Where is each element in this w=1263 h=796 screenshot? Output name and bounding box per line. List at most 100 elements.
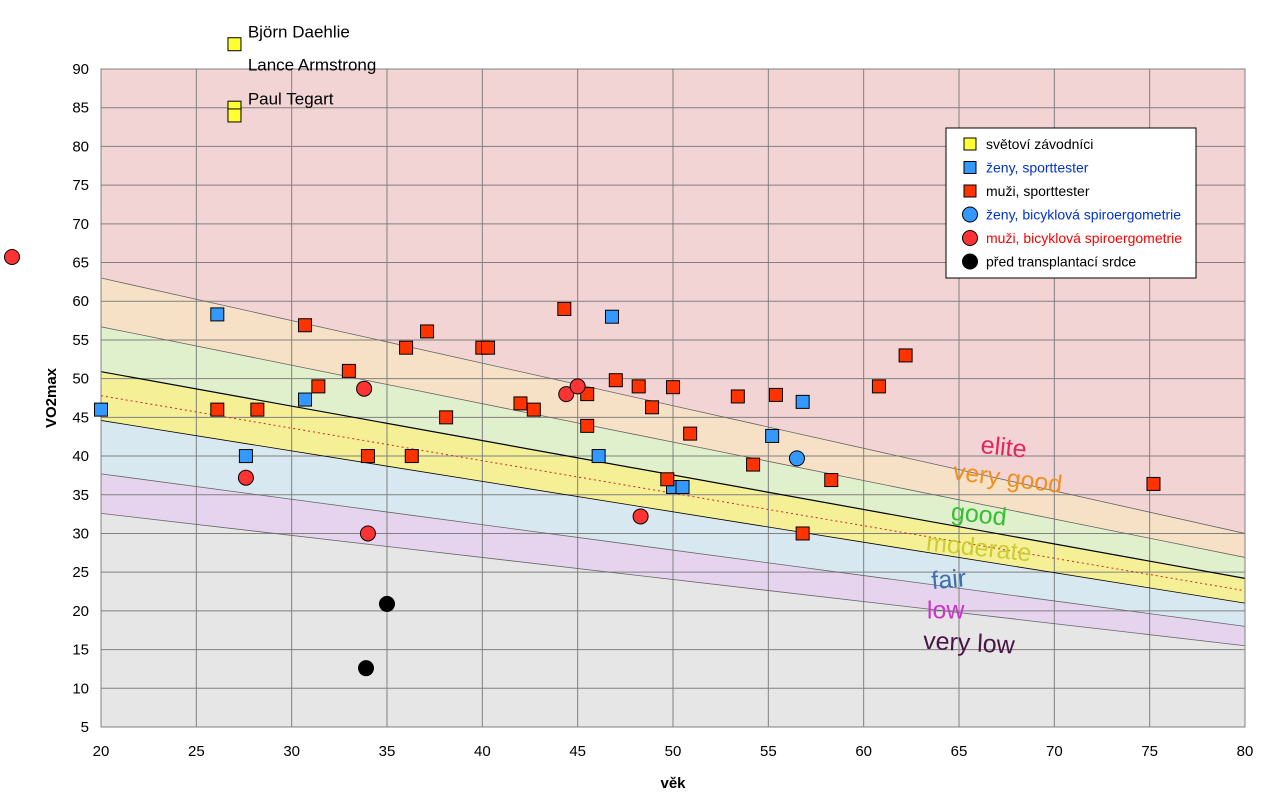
stray-marker (4, 249, 20, 265)
zone-label-very-low: very low (922, 627, 1016, 660)
data-points (94, 37, 1161, 677)
point-square (557, 301, 572, 316)
point-square (604, 309, 619, 324)
x-axis-label: věk (660, 775, 686, 792)
legend-swatch-square (963, 137, 977, 151)
point-square (439, 410, 454, 425)
legend: světoví závodníci ženy, sporttester muži, … (945, 127, 1197, 279)
legend-swatch-circle (962, 253, 978, 270)
point-square (311, 379, 326, 394)
y-tick-label: 5 (81, 719, 89, 736)
zone-boundary-good (101, 326, 1245, 558)
point-square (210, 307, 225, 322)
point-circle (558, 386, 575, 403)
point-square (608, 373, 623, 388)
legend-entry-label: ženy, bicyklová spiroergometrie (986, 207, 1181, 223)
x-tick-label: 75 (1141, 743, 1158, 760)
point-circle (569, 378, 586, 395)
point-square (298, 318, 313, 333)
point-square (675, 480, 690, 495)
point-square (795, 526, 810, 541)
point-square (768, 387, 783, 402)
point-square (580, 418, 595, 433)
y-tick-label: 35 (72, 487, 89, 504)
zone-boundary-very-good (101, 277, 1245, 534)
point-circle (632, 508, 649, 525)
annotation-label: Björn Daehlie (248, 22, 350, 41)
x-tick-label: 50 (665, 743, 682, 760)
annotation-label: Paul Tegart (248, 90, 334, 109)
y-tick-label: 20 (72, 603, 89, 620)
point-square (481, 340, 496, 355)
point-square (898, 348, 913, 363)
point-square (341, 363, 356, 378)
point-circle (356, 380, 373, 397)
point-square (298, 392, 313, 407)
y-tick-label: 45 (72, 409, 89, 426)
x-axis-ticks: 20 25 30 35 40 45 50 55 60 65 70 75 80 (93, 743, 1254, 760)
y-tick-label: 60 (72, 293, 89, 310)
y-axis-ticks: 5 10 15 20 25 30 35 40 45 50 55 60 65 70 75 80 85 90 (72, 61, 89, 736)
point-square (94, 402, 108, 417)
point-square (631, 379, 646, 394)
point-square (227, 108, 242, 123)
legend-entry-label: ženy, sporttester (986, 160, 1089, 176)
x-tick-label: 25 (188, 743, 205, 760)
zone-boundary-very-low (101, 512, 1245, 647)
y-tick-label: 70 (72, 216, 89, 233)
point-square (645, 400, 660, 415)
y-tick-label: 30 (72, 525, 89, 542)
point-square (513, 396, 528, 411)
y-tick-label: 50 (72, 371, 89, 388)
point-square (795, 394, 810, 409)
legend-swatch-square (963, 184, 977, 198)
y-tick-label: 55 (72, 332, 89, 349)
y-tick-label: 75 (72, 177, 89, 194)
point-square (250, 402, 265, 417)
legend-entry-label: světoví závodníci (986, 136, 1093, 152)
point-circle (788, 450, 805, 467)
y-tick-label: 65 (72, 255, 89, 272)
x-tick-label: 55 (760, 743, 777, 760)
x-tick-label: 30 (283, 743, 300, 760)
point-square (526, 402, 541, 417)
point-annotations: Björn Daehlie Lance Armstrong Paul Tegart (248, 22, 377, 108)
legend-swatch-circle (962, 230, 978, 246)
zone-label-elite: elite (979, 431, 1028, 464)
legend-entry-label: muži, bicyklová spiroergometrie (986, 230, 1182, 246)
plot-frame (100, 68, 1246, 728)
annotation-label: Lance Armstrong (248, 56, 377, 75)
legend-swatch-circle (962, 206, 978, 223)
point-square (210, 402, 225, 417)
x-tick-label: 80 (1237, 743, 1254, 760)
legend-swatch-square (963, 161, 977, 174)
point-square (404, 449, 419, 464)
y-tick-label: 25 (72, 564, 89, 581)
point-circle (359, 525, 376, 542)
y-tick-label: 85 (72, 100, 89, 117)
x-tick-label: 40 (474, 743, 491, 760)
y-tick-label: 90 (72, 61, 89, 78)
point-square (765, 428, 780, 443)
y-tick-label: 40 (72, 448, 89, 465)
y-tick-label: 10 (72, 680, 89, 697)
legend-box (945, 127, 1197, 279)
x-tick-label: 70 (1046, 743, 1063, 760)
point-square (1146, 476, 1161, 491)
zone-boundary-fair (101, 420, 1245, 604)
point-square (683, 426, 698, 441)
legend-entry-label: muži, sporttester (986, 183, 1090, 199)
zone-label-good: good (950, 498, 1008, 532)
point-square (871, 379, 886, 394)
point-square (660, 472, 675, 487)
point-square (360, 449, 375, 464)
zone-boundary-low (101, 473, 1245, 627)
y-tick-label: 15 (72, 642, 89, 659)
x-tick-label: 65 (951, 743, 968, 760)
point-square (399, 340, 414, 355)
x-tick-label: 45 (569, 743, 586, 760)
point-square (730, 389, 745, 404)
zone-label-low: low (927, 597, 965, 625)
x-tick-label: 60 (855, 743, 872, 760)
